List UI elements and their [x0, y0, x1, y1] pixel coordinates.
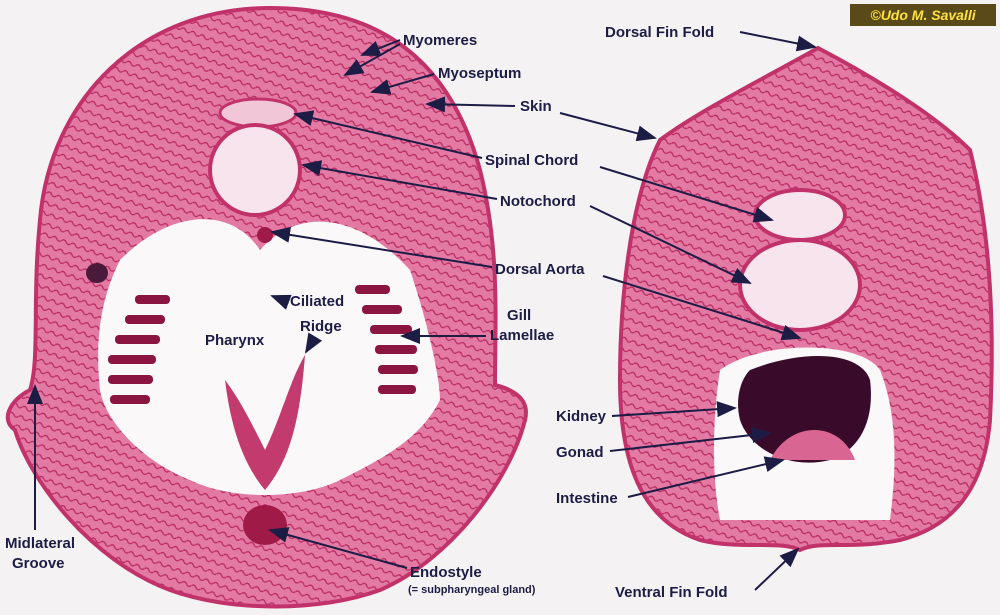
arrow [270, 294, 292, 310]
arrow [589, 205, 752, 284]
arrow [609, 427, 772, 452]
label: Ventral Fin Fold [615, 584, 728, 601]
arrow [370, 73, 435, 95]
arrow [754, 547, 800, 591]
left-section [5, 5, 528, 609]
pharynx-cavity [98, 219, 441, 495]
label: Lamellae [490, 327, 554, 344]
arrow [293, 110, 483, 159]
credit-box [850, 4, 996, 26]
notochord [208, 123, 302, 217]
arrow [425, 96, 516, 113]
label: Gonad [556, 444, 604, 461]
label: Skin [520, 98, 552, 115]
label: Notochord [500, 193, 576, 210]
credit: ©Udo M. Savalli [870, 7, 976, 23]
spinal-chord [753, 188, 847, 242]
arrow [559, 112, 657, 142]
arrow [268, 527, 408, 569]
label: (= subpharyngeal gland) [408, 584, 536, 596]
arrow [627, 456, 785, 498]
label: Kidney [556, 408, 607, 425]
label: Intestine [556, 490, 618, 507]
label: Ciliated [290, 293, 344, 310]
endostyle-tissue [225, 355, 305, 490]
dorsal-aorta [257, 227, 273, 243]
nerve [86, 263, 108, 283]
arrow [360, 39, 401, 56]
spinal-chord [218, 97, 298, 129]
arrow [611, 401, 737, 418]
label: Myomeres [403, 32, 477, 49]
label: Dorsal Fin Fold [605, 24, 714, 41]
label: Gill [507, 307, 531, 324]
intestine [770, 430, 855, 460]
arrow [343, 43, 401, 76]
label: Ridge [300, 318, 342, 335]
arrow [304, 332, 323, 354]
arrow [739, 31, 817, 52]
label: Endostyle [410, 564, 482, 581]
label: Dorsal Aorta [495, 261, 585, 278]
labels: Myomeres Myoseptum Skin Spinal Chord Not… [5, 24, 817, 601]
label: Spinal Chord [485, 152, 578, 169]
gill-bars [108, 285, 418, 404]
endostyle [243, 505, 287, 545]
arrow [270, 226, 493, 268]
label: Myoseptum [438, 65, 521, 82]
arrow [602, 275, 802, 341]
label: Groove [12, 555, 65, 572]
notochord [738, 238, 862, 332]
arrow [599, 166, 774, 223]
arrow [301, 160, 498, 200]
label: Pharynx [205, 332, 265, 349]
label: Midlateral [5, 535, 75, 552]
